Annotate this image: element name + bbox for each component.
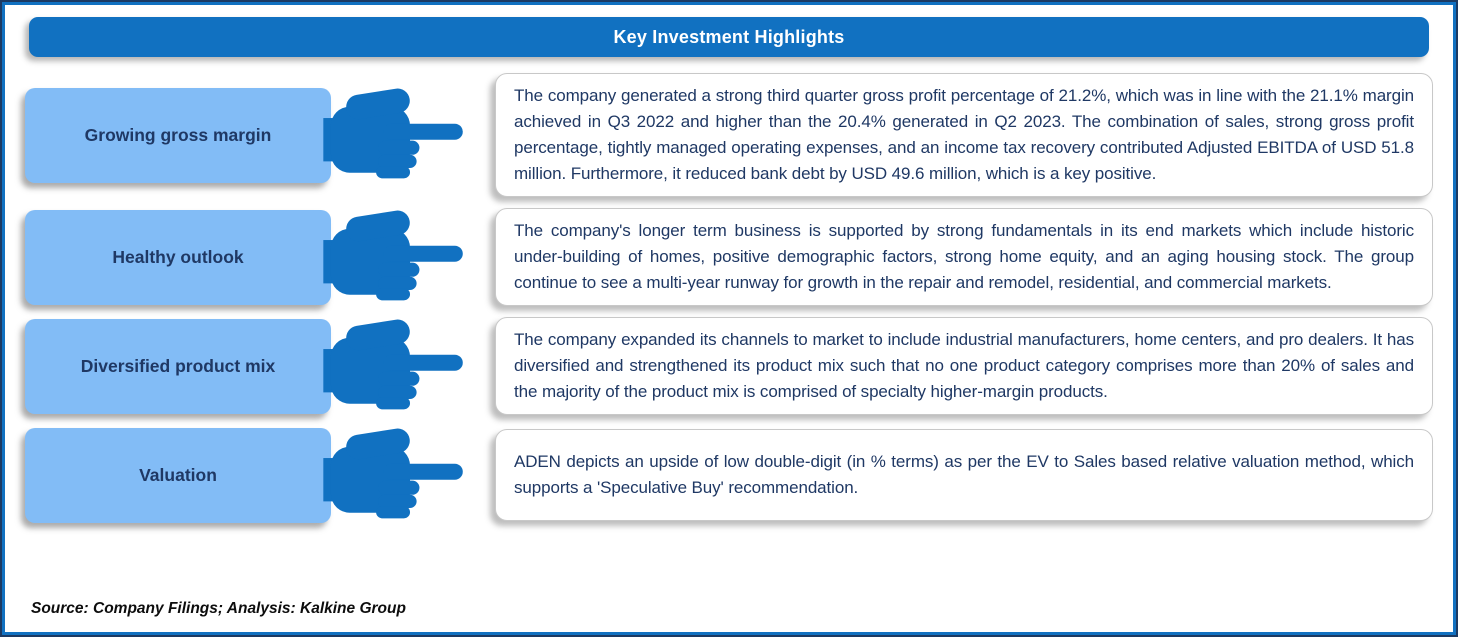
highlight-label-box: Valuation xyxy=(25,427,331,523)
pointing-hand-icon xyxy=(323,210,463,301)
highlight-text: ADEN depicts an upside of low double-dig… xyxy=(514,452,1414,497)
highlight-rows: Growing gross margin xyxy=(25,73,1433,598)
highlight-row-valuation: Valuation xyxy=(25,426,1433,524)
pointing-hand-icon xyxy=(323,88,463,179)
highlight-label-box: Diversified product mix xyxy=(25,318,331,414)
source-line: Source: Company Filings; Analysis: Kalki… xyxy=(25,598,1433,632)
highlight-row-healthy-outlook: Healthy outlook xyxy=(25,208,1433,306)
pointing-hand-icon xyxy=(323,428,463,519)
highlight-label-box: Growing gross margin xyxy=(25,87,331,183)
highlight-text: The company expanded its channels to mar… xyxy=(514,330,1414,401)
highlight-label: Growing gross margin xyxy=(84,124,272,145)
highlight-row-diversified-product-mix: Diversified product mix xyxy=(25,317,1433,415)
highlight-label: Diversified product mix xyxy=(80,355,276,376)
highlight-text: The company's longer term business is su… xyxy=(514,221,1414,292)
highlight-label: Valuation xyxy=(139,464,217,485)
highlight-text-card: The company's longer term business is su… xyxy=(495,208,1433,306)
highlight-row-growing-gross-margin: Growing gross margin xyxy=(25,73,1433,197)
highlight-label: Healthy outlook xyxy=(112,246,244,267)
header-bar: Key Investment Highlights xyxy=(29,17,1429,57)
page-title: Key Investment Highlights xyxy=(613,26,845,47)
highlight-text-card: ADEN depicts an upside of low double-dig… xyxy=(495,429,1433,521)
highlight-label-box: Healthy outlook xyxy=(25,209,331,305)
highlight-text: The company generated a strong third qua… xyxy=(514,86,1414,183)
pointing-hand-icon xyxy=(323,319,463,410)
highlight-text-card: The company generated a strong third qua… xyxy=(495,73,1433,197)
highlight-text-card: The company expanded its channels to mar… xyxy=(495,317,1433,415)
source-text: Source: Company Filings; Analysis: Kalki… xyxy=(31,600,406,617)
